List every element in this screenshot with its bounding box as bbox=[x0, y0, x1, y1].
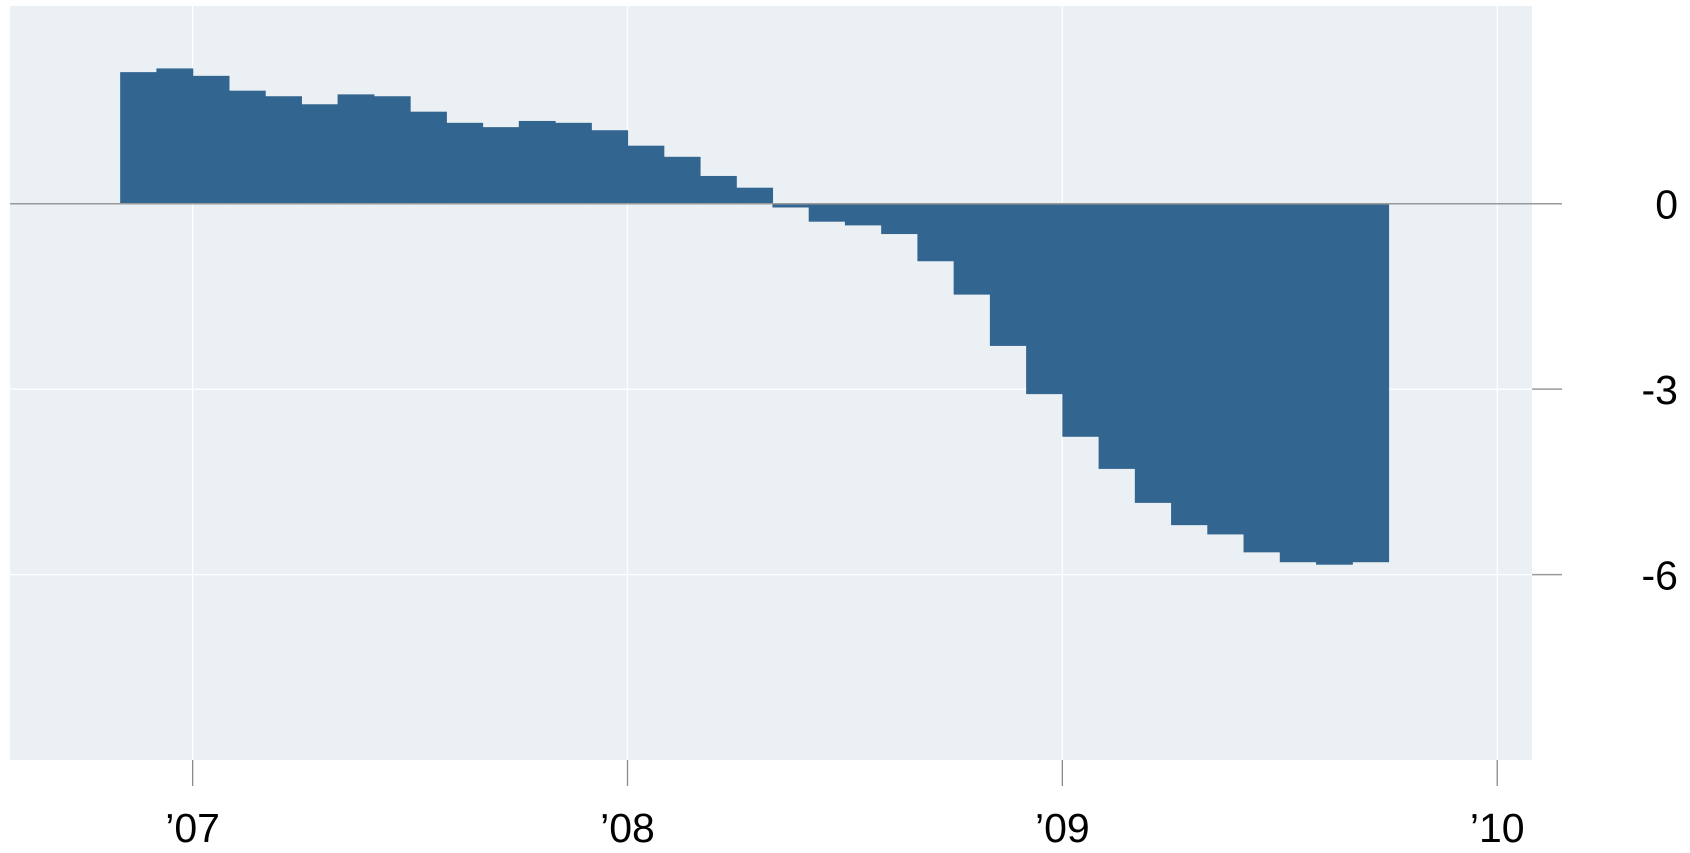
x-tick-label: ’10 bbox=[1470, 805, 1525, 848]
bar-2009-06 bbox=[1243, 203, 1281, 553]
bar-2007-02 bbox=[228, 90, 266, 204]
bar-2008-11 bbox=[989, 203, 1027, 346]
x-axis-labels: ’07 ’08 ’09 ’10 bbox=[165, 805, 1525, 851]
bar-2007-10 bbox=[518, 120, 556, 204]
bar-2007-08 bbox=[446, 122, 484, 204]
bar-2008-10 bbox=[953, 203, 991, 295]
bar-2009-08 bbox=[1316, 203, 1353, 565]
bar-2009-05 bbox=[1207, 203, 1245, 535]
bar-2009-01 bbox=[1062, 203, 1100, 437]
bar-2009-03 bbox=[1134, 203, 1172, 503]
bar-2008-09 bbox=[917, 203, 955, 262]
x-tick-label: ’08 bbox=[600, 805, 655, 848]
bar-2008-03 bbox=[699, 175, 737, 204]
bar-2007-07 bbox=[410, 111, 447, 204]
bar-2009-04 bbox=[1171, 203, 1208, 526]
y-tick-label: -6 bbox=[1642, 552, 1678, 598]
bar-2008-12 bbox=[1026, 203, 1063, 395]
x-axis-ticks bbox=[191, 760, 1498, 786]
bars bbox=[120, 68, 1390, 565]
bar-2007-01 bbox=[192, 75, 230, 204]
bar-2009-07 bbox=[1279, 203, 1317, 563]
bar-2008-06 bbox=[808, 203, 846, 222]
bar-2008-01 bbox=[627, 145, 665, 204]
bar-2009-09 bbox=[1352, 203, 1390, 563]
bar-2006-12 bbox=[156, 68, 194, 204]
bar-2007-05 bbox=[337, 94, 375, 204]
bar-2008-04 bbox=[736, 187, 774, 204]
bar-2007-09 bbox=[482, 127, 520, 204]
bar-2009-02 bbox=[1098, 203, 1136, 469]
bar-2008-05 bbox=[772, 203, 810, 208]
bar-2008-02 bbox=[663, 156, 701, 204]
bar-2007-12 bbox=[591, 130, 629, 204]
bar-2007-04 bbox=[301, 104, 339, 204]
y-axis-labels: 0 -3 -6 bbox=[1532, 182, 1678, 598]
y-tick-label: 0 bbox=[1655, 182, 1678, 228]
bar-2006-11 bbox=[120, 72, 158, 204]
bar-2007-03 bbox=[265, 96, 302, 204]
y-tick-label: -3 bbox=[1642, 367, 1678, 413]
bar-2007-06 bbox=[373, 96, 411, 204]
bar-2008-07 bbox=[844, 203, 882, 226]
x-tick-label: ’09 bbox=[1035, 805, 1090, 848]
bar-2008-08 bbox=[881, 203, 919, 235]
bar-2007-11 bbox=[555, 122, 592, 204]
x-tick-label: ’07 bbox=[165, 805, 220, 848]
